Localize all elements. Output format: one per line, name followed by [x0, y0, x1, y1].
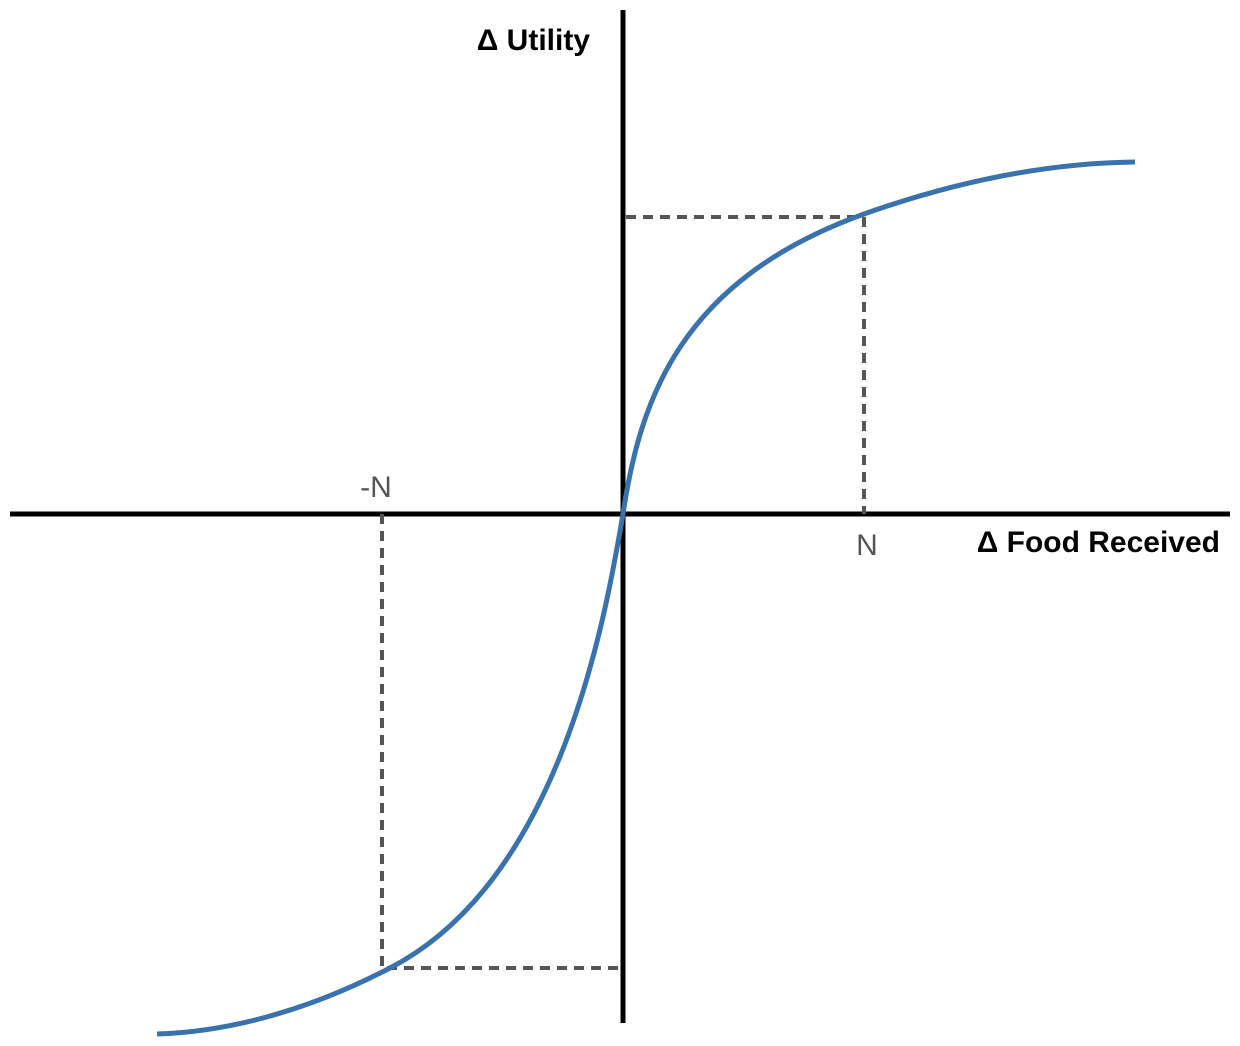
- y-axis-label: Δ Utility: [477, 24, 591, 57]
- positive-marker: N: [856, 529, 878, 562]
- x-axis-label: Δ Food Received: [977, 526, 1220, 559]
- utility-curve: [156, 159, 1136, 1037]
- negative-marker: -N: [360, 471, 392, 504]
- positive-guide: [626, 215, 866, 514]
- negative-guide: [380, 514, 623, 970]
